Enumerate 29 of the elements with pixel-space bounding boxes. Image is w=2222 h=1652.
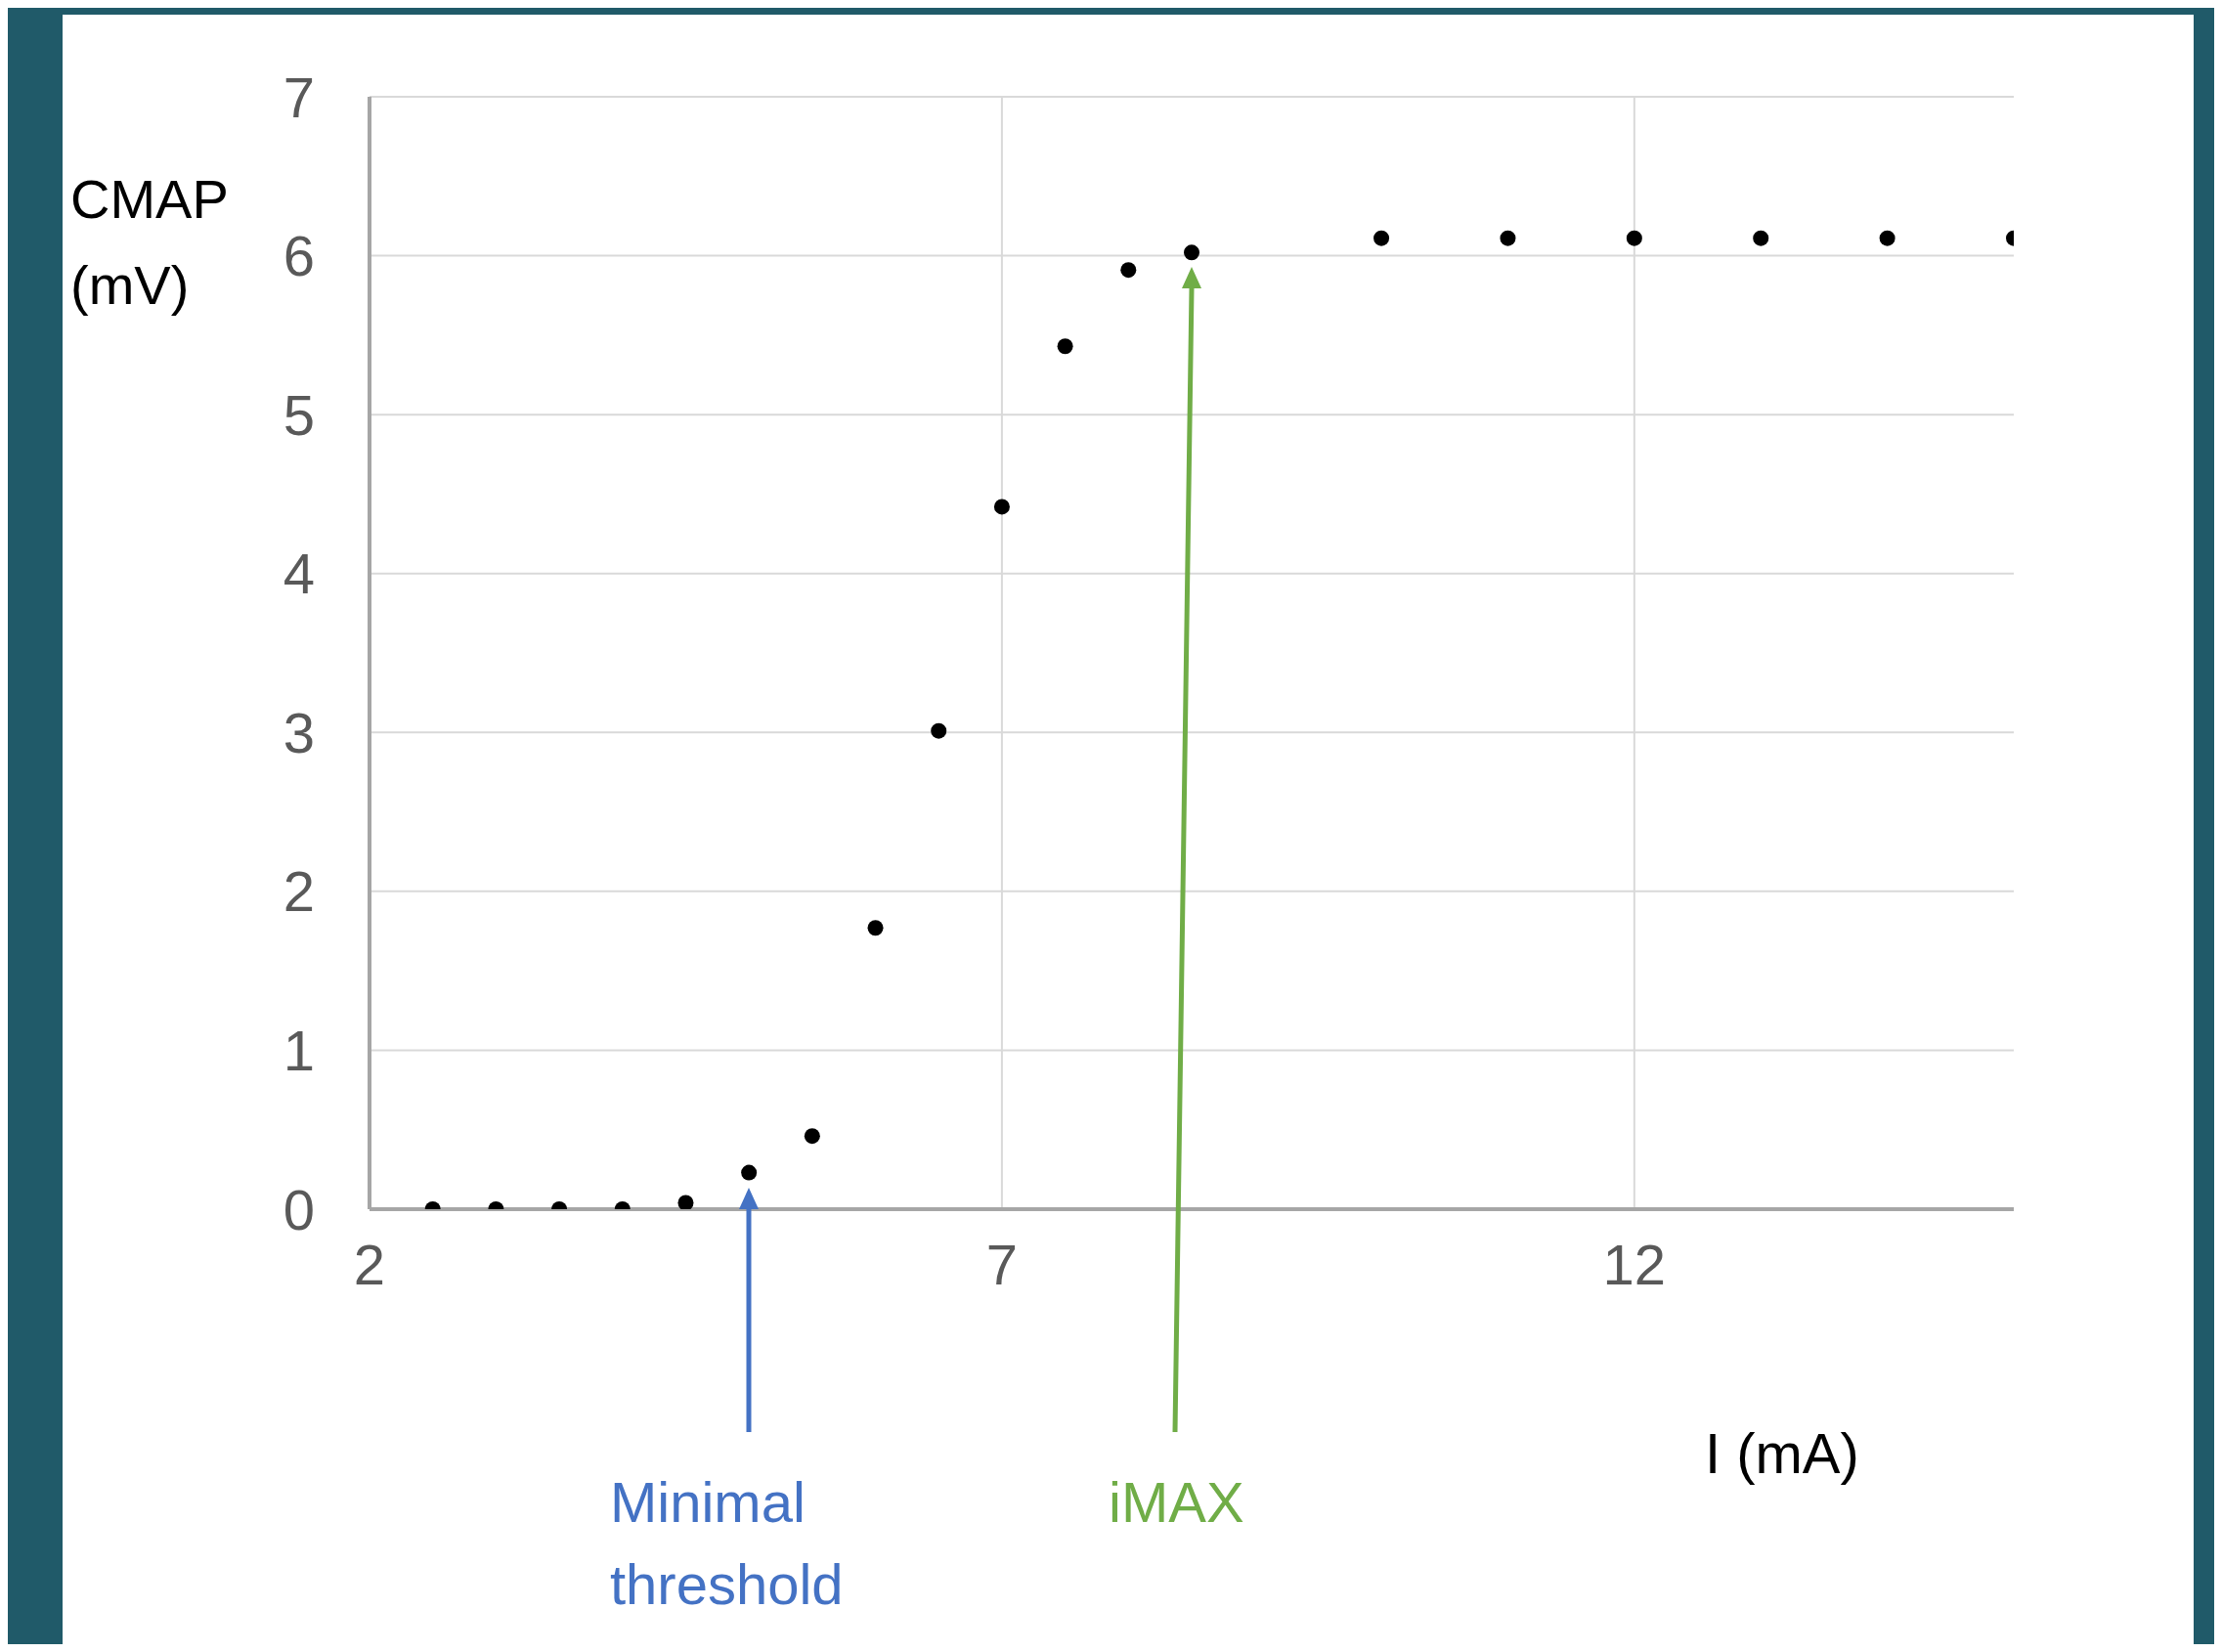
point [1373,230,1390,246]
y-tick-label: 3 [283,700,315,764]
point [993,499,1010,515]
point [1120,262,1137,279]
point [1626,230,1642,246]
point [1184,244,1199,261]
point [804,1128,820,1145]
point [1753,230,1769,246]
point [931,722,947,739]
y-tick-label: 6 [283,224,315,288]
text: iMAX [1109,1469,1245,1536]
point [867,920,884,936]
x-axis-title: I (mA) [1705,1420,1859,1486]
point [1500,230,1516,246]
y-tick-label: 7 [283,65,315,129]
x-tick-label: 12 [1602,1233,1667,1297]
point [1057,338,1073,355]
y-tick-label: 2 [283,859,315,924]
y-tick-label: 1 [283,1019,315,1083]
y-tick-label: 4 [283,542,315,606]
point [677,1195,694,1209]
y-axis-title: CMAP (mV) [70,168,228,316]
x-tick-label: 7 [985,1233,1019,1297]
text: Minimal threshold [610,1469,845,1618]
y-tick-label: 5 [283,382,315,447]
point [1879,230,1895,246]
y-tick-label: 0 [283,1177,315,1241]
point [741,1164,758,1181]
x-tick-label: 2 [353,1233,386,1297]
